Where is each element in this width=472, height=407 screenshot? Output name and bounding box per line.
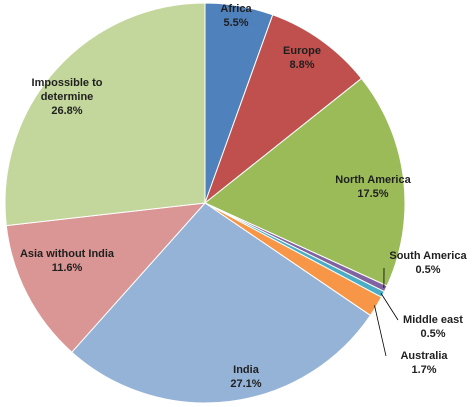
slice-label-south-america: South America <box>389 250 467 262</box>
slice-label-asia-without-india: Asia without India <box>20 248 115 260</box>
pie-slice-impossible-to-determine <box>4 2 206 227</box>
slice-label-north-america: North America <box>335 174 411 186</box>
slice-label-africa: Africa <box>220 3 252 15</box>
leader-line-middle-east <box>380 293 399 321</box>
slice-labels: Africa 5.5% Europe 8.8% North America 17.5% So… <box>20 3 468 390</box>
slice-label-australia: Australia <box>400 350 448 362</box>
slice-value-south-america: 0.5% <box>415 264 440 276</box>
slice-label-india: India <box>233 364 260 376</box>
slice-value-asia-without-india: 11.6% <box>52 262 83 274</box>
leader-lines <box>374 267 399 357</box>
leader-line-australia <box>374 305 387 357</box>
slice-value-india: 27.1% <box>230 378 261 390</box>
slice-label-impossible-to-determine: Impossible to determine <box>32 77 103 103</box>
slice-value-australia: 1.7% <box>411 364 436 376</box>
pie-slices <box>4 2 406 404</box>
slice-value-middle-east: 0.5% <box>420 328 445 340</box>
pie-slice-north-america <box>204 77 406 287</box>
slice-value-europe: 8.8% <box>289 59 314 71</box>
slice-value-africa: 5.5% <box>223 17 248 29</box>
slice-label-europe: Europe <box>283 45 321 57</box>
pie-slice-india <box>71 202 372 404</box>
slice-value-impossible-to-determine: 26.8% <box>51 105 82 117</box>
pie-slice-asia-without-india <box>5 202 207 353</box>
pie-slice-europe <box>203 14 363 205</box>
slice-value-north-america: 17.5% <box>357 188 388 200</box>
slice-label-middle-east: Middle east <box>403 314 463 326</box>
